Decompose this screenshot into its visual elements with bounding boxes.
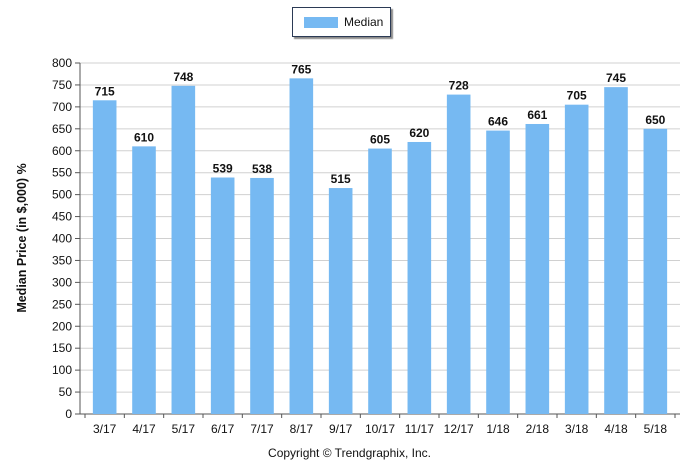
- y-tick-label: 600: [52, 144, 72, 158]
- x-tick-label: 4/17: [132, 422, 156, 436]
- y-tick-label: 100: [52, 363, 72, 377]
- y-tick-label: 750: [52, 78, 72, 92]
- data-label: 620: [409, 126, 429, 140]
- y-tick-label: 300: [52, 275, 72, 289]
- x-tick-label: 2/18: [526, 422, 550, 436]
- bar: [604, 87, 628, 414]
- data-label: 610: [134, 130, 154, 144]
- x-tick-label: 8/17: [290, 422, 314, 436]
- data-label: 539: [213, 162, 233, 176]
- data-label: 748: [173, 70, 193, 84]
- copyright-footer: Copyright © Trendgraphix, Inc.: [268, 446, 431, 460]
- x-tick-label: 12/17: [444, 422, 474, 436]
- x-tick-label: 4/18: [604, 422, 628, 436]
- data-label: 745: [606, 71, 626, 85]
- legend: Median: [292, 7, 391, 37]
- x-tick-label: 6/17: [211, 422, 235, 436]
- bar: [446, 94, 471, 414]
- y-tick-label: 200: [52, 319, 72, 333]
- y-tick-label: 50: [59, 385, 73, 399]
- y-tick-label: 450: [52, 210, 72, 224]
- y-tick-label: 250: [52, 297, 72, 311]
- x-tick-label: 11/17: [405, 422, 434, 436]
- y-tick-label: 400: [52, 232, 72, 246]
- x-tick-label: 9/17: [329, 422, 353, 436]
- data-label: 728: [449, 79, 469, 93]
- bar: [368, 148, 392, 414]
- y-tick-label: 150: [52, 341, 72, 355]
- data-label: 515: [331, 172, 351, 186]
- data-label: 765: [291, 62, 311, 76]
- y-tick-label: 650: [52, 122, 72, 136]
- bar: [486, 130, 510, 414]
- data-label: 715: [95, 84, 115, 98]
- bar: [289, 78, 314, 414]
- data-label: 538: [252, 162, 272, 176]
- legend-swatch-median: [304, 16, 338, 28]
- x-tick-label: 5/17: [172, 422, 196, 436]
- bar: [643, 128, 668, 414]
- y-tick-label: 800: [52, 56, 72, 70]
- bar: [210, 177, 235, 414]
- x-tick-label: 5/18: [644, 422, 668, 436]
- bar: [407, 141, 432, 414]
- bar: [328, 188, 353, 414]
- bar: [564, 104, 589, 415]
- data-label: 661: [527, 108, 547, 122]
- bar: [250, 177, 274, 414]
- y-tick-label: 0: [65, 407, 72, 421]
- data-label: 705: [567, 89, 587, 103]
- data-label: 646: [488, 115, 508, 129]
- bar: [92, 100, 117, 414]
- y-tick-label: 700: [52, 100, 72, 114]
- y-tick-label: 350: [52, 253, 72, 267]
- x-tick-label: 3/18: [565, 422, 589, 436]
- x-tick-label: 1/18: [486, 422, 510, 436]
- y-tick-label: 550: [52, 166, 72, 180]
- x-tick-label: 3/17: [93, 422, 117, 436]
- y-tick-label: 500: [52, 188, 72, 202]
- bar: [132, 146, 156, 415]
- legend-label-median: Median: [344, 15, 384, 29]
- data-label: 650: [645, 113, 665, 127]
- x-tick-label: 10/17: [365, 422, 395, 436]
- data-label: 605: [370, 133, 390, 147]
- bar: [171, 85, 196, 414]
- bar: [525, 123, 550, 414]
- x-tick-label: 7/17: [250, 422, 274, 436]
